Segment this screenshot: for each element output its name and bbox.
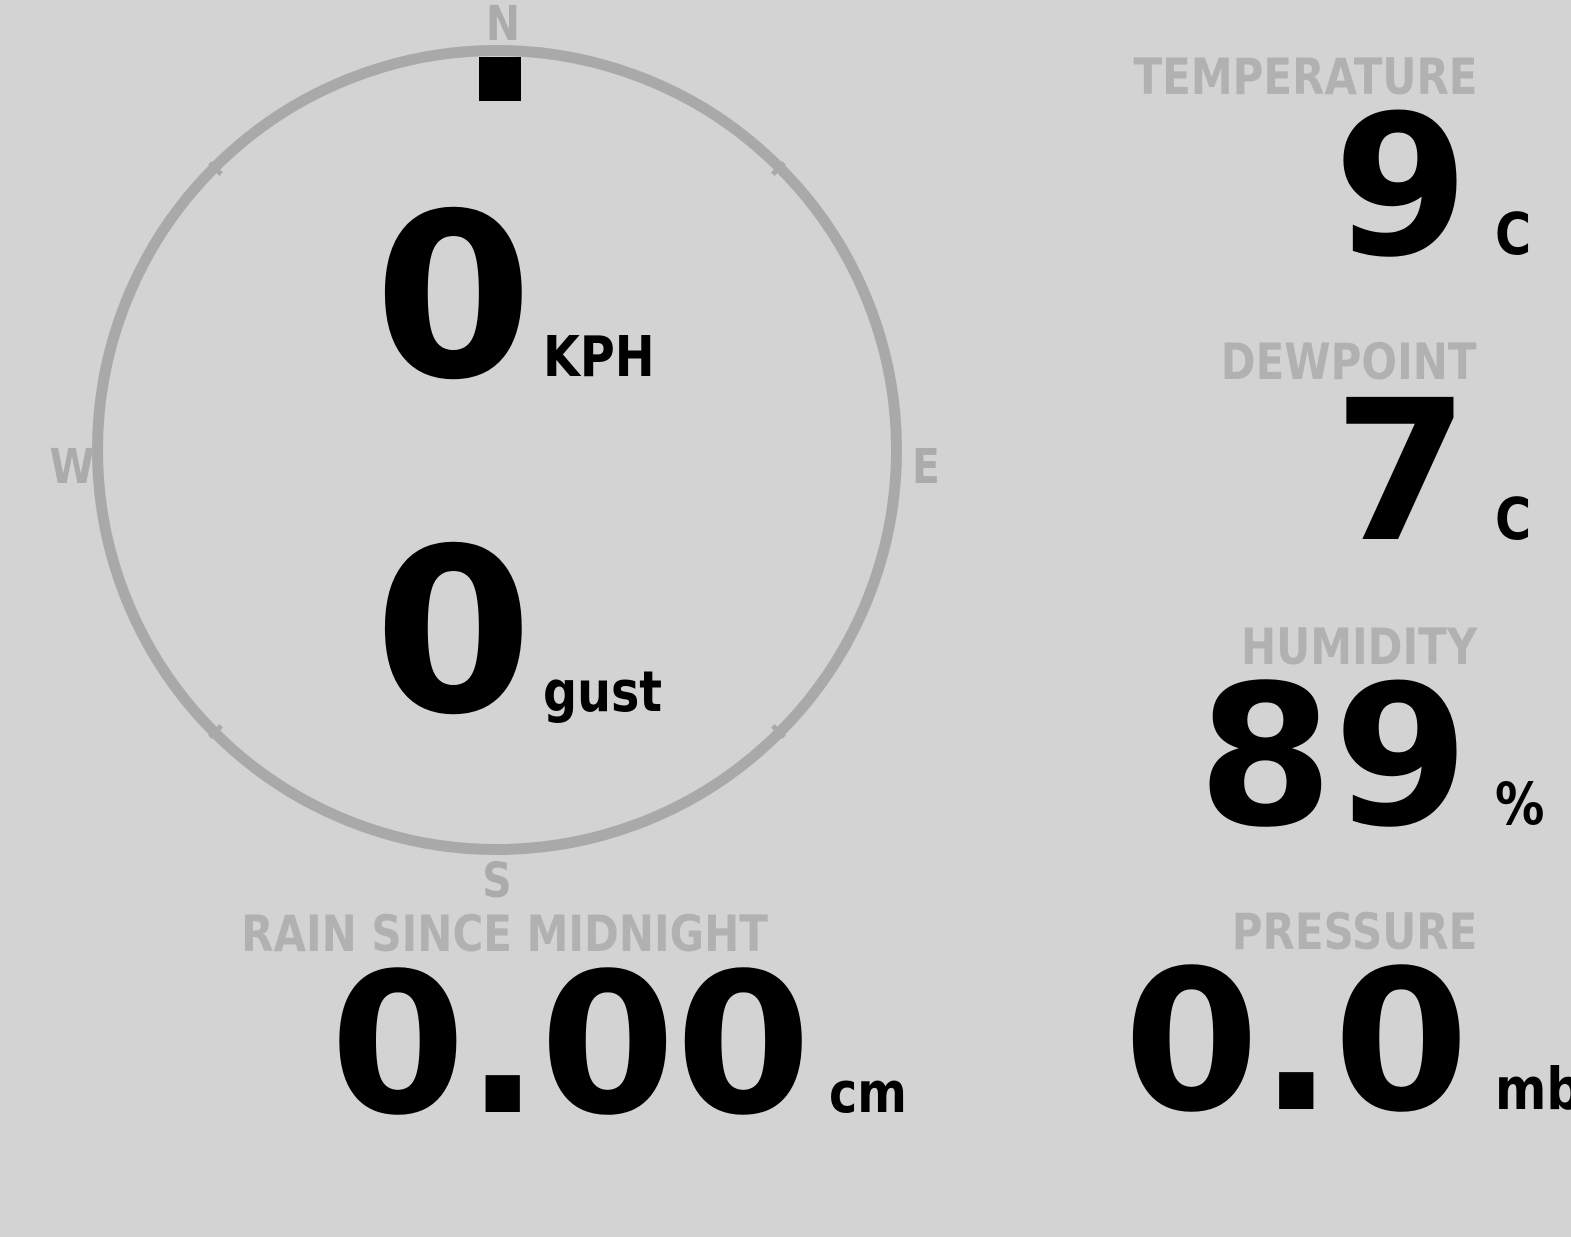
- pressure-value: 0.0: [1123, 928, 1469, 1155]
- pressure-label: PRESSURE: [1231, 903, 1477, 961]
- temperature-label: TEMPERATURE: [1133, 48, 1477, 106]
- rain-section-label-text: RAIN SINCE MIDNIGHT: [241, 905, 769, 963]
- compass-label-south: S: [482, 853, 512, 909]
- rain-value: 0.00: [330, 931, 812, 1158]
- humidity-label: HUMIDITY: [1240, 618, 1477, 676]
- rain-readout: 0.00 cm: [330, 947, 921, 1142]
- wind-speed-value: 0: [374, 164, 533, 430]
- wind-speed: 0 KPH: [374, 183, 674, 411]
- metric-pressure: PRESSURE 0.0 mb: [1000, 907, 1571, 1152]
- wind-gust-unit: gust: [542, 660, 662, 725]
- wind-gust: 0 gust: [374, 518, 683, 746]
- temperature-unit: C: [1495, 200, 1532, 268]
- humidity-unit: %: [1495, 770, 1545, 838]
- wind-compass: [92, 45, 902, 855]
- dewpoint-value: 7: [1333, 358, 1469, 585]
- temperature-value: 9: [1333, 73, 1469, 300]
- compass-ring: [92, 45, 902, 855]
- metric-dewpoint: DEWPOINT 7 C: [1000, 337, 1571, 582]
- wind-gust-value: 0: [374, 499, 533, 765]
- metric-humidity: HUMIDITY 89 %: [1000, 622, 1571, 867]
- compass-label-north: N: [485, 0, 521, 52]
- dewpoint-unit: C: [1495, 485, 1532, 553]
- compass-label-west: W: [49, 439, 95, 495]
- metric-temperature: TEMPERATURE 9 C: [1000, 52, 1571, 297]
- dewpoint-label: DEWPOINT: [1221, 333, 1477, 391]
- humidity-value: 89: [1197, 643, 1469, 870]
- rain-unit: cm: [829, 1061, 907, 1126]
- compass-label-east: E: [912, 439, 940, 495]
- wind-direction-marker: [479, 57, 521, 101]
- pressure-unit: mb: [1495, 1055, 1571, 1123]
- compass-diagonal-ticks: [208, 161, 786, 739]
- wind-speed-unit: KPH: [542, 325, 655, 390]
- rain-section-label: RAIN SINCE MIDNIGHT: [0, 909, 1010, 959]
